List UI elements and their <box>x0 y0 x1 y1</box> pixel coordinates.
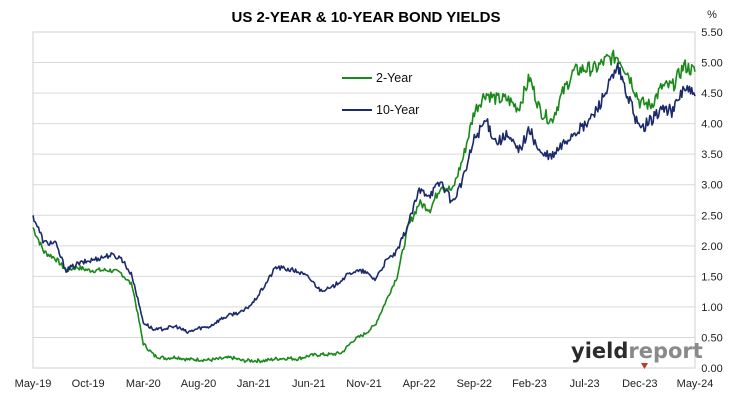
x-axis-ticks: May-19 Oct-19 Mar-20 Aug-20 Jan-21 Jun-21 Nov-… <box>15 378 714 390</box>
x-tick-label: Oct-19 <box>72 378 105 390</box>
chart-title: US 2-YEAR & 10-YEAR BOND YIELDS <box>232 9 501 26</box>
y-tick-label: 5.00 <box>701 58 722 70</box>
y-tick-label: 3.00 <box>701 180 722 192</box>
legend: 2-Year 10-Year <box>342 71 419 117</box>
y-tick-label: 0.50 <box>701 332 722 344</box>
y-tick-label: 1.50 <box>701 271 722 283</box>
x-tick-label: Aug-20 <box>181 378 216 390</box>
x-tick-label: Jan-21 <box>237 378 271 390</box>
y-tick-label: 3.50 <box>701 149 722 161</box>
x-tick-label: Sep-22 <box>457 378 492 390</box>
watermark-accent-icon <box>641 363 648 369</box>
series-line-10-year <box>32 62 696 334</box>
y-tick-label: 4.50 <box>701 88 722 100</box>
x-tick-label: Apr-22 <box>403 378 436 390</box>
series-lines <box>32 49 696 364</box>
y-tick-label: 4.00 <box>701 119 722 131</box>
x-tick-label: Nov-21 <box>346 378 381 390</box>
legend-label: 10-Year <box>376 103 419 117</box>
x-tick-label: Mar-20 <box>126 378 161 390</box>
watermark-text: yieldreport <box>571 339 703 363</box>
y-tick-label: 1.00 <box>701 302 722 314</box>
y-tick-label: 2.00 <box>701 241 722 253</box>
watermark-logo: yieldreport <box>571 339 703 369</box>
x-tick-label: Dec-23 <box>622 378 657 390</box>
legend-label: 2-Year <box>376 71 412 85</box>
y-axis-unit: % <box>707 9 717 21</box>
x-tick-label: May-24 <box>677 378 714 390</box>
y-tick-label: 5.50 <box>701 27 722 39</box>
y-axis-ticks: 0.00 0.50 1.00 1.50 2.00 2.50 3.00 3.50 4.00 4.50… <box>701 27 722 375</box>
gridlines <box>32 31 696 369</box>
y-tick-label: 2.50 <box>701 210 722 222</box>
y-tick-label: 0.00 <box>701 363 722 375</box>
x-tick-label: May-19 <box>15 378 52 390</box>
x-tick-label: Jul-23 <box>570 378 600 390</box>
plot-area-border <box>32 31 696 369</box>
x-tick-label: Jun-21 <box>292 378 326 390</box>
x-tick-label: Feb-23 <box>512 378 547 390</box>
series-line-2-year <box>32 49 696 364</box>
